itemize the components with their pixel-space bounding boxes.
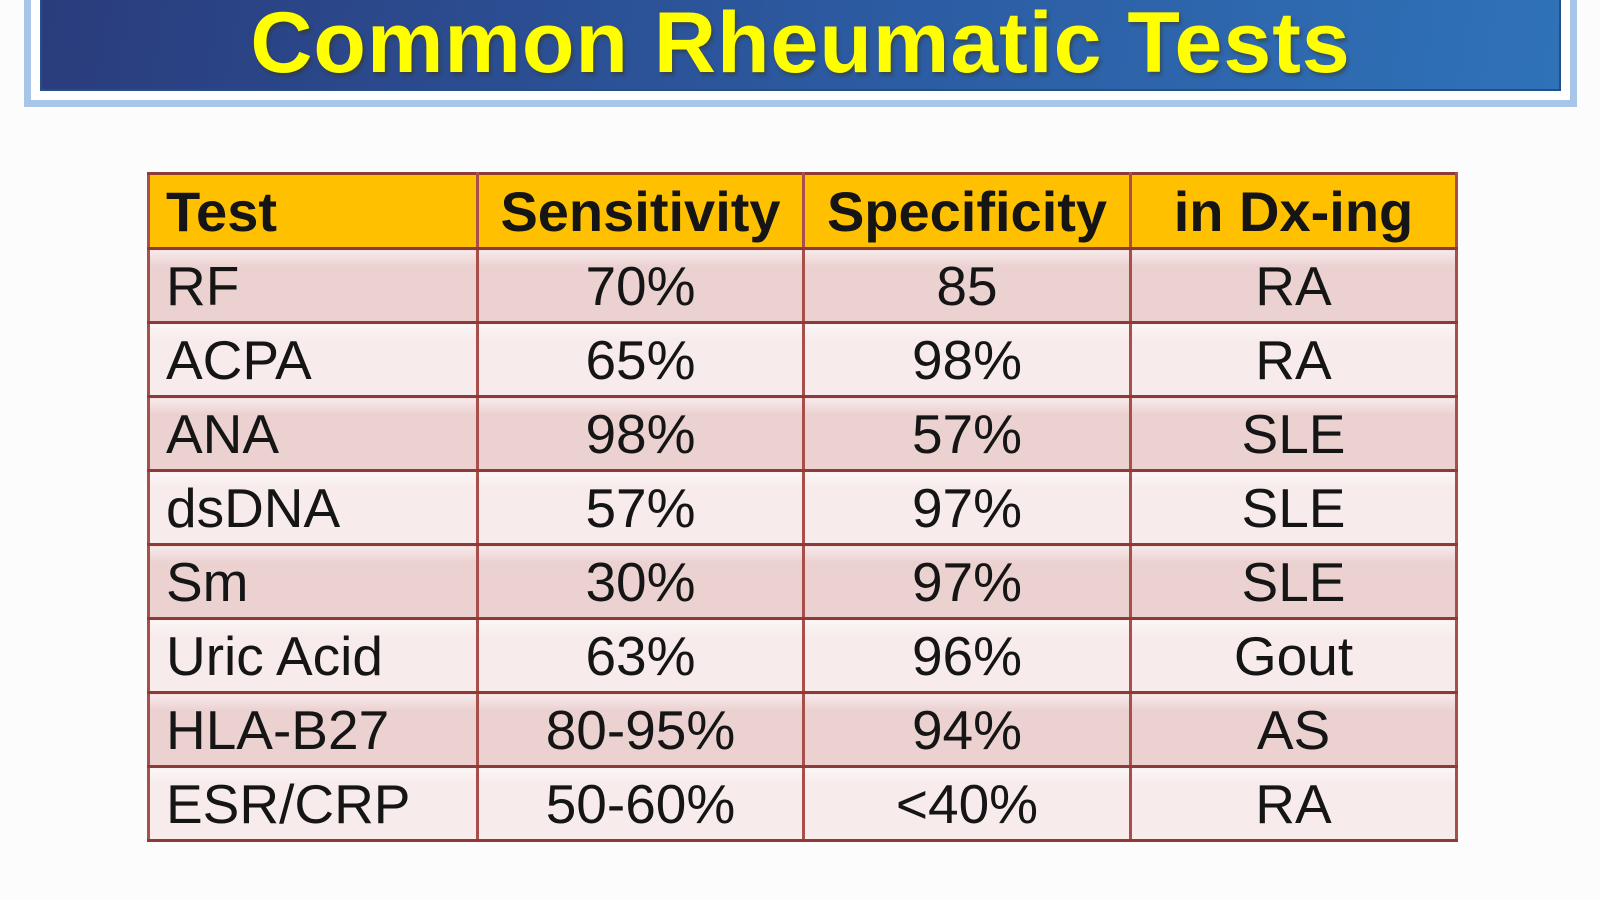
table-row-dsdna: dsDNA 57% 97% SLE: [147, 469, 1458, 546]
column-header-test: Test: [147, 172, 479, 250]
cell-test: ACPA: [147, 321, 479, 398]
cell-test: ESR/CRP: [147, 765, 479, 842]
cell-sensitivity: 70%: [476, 247, 805, 324]
cell-specificity: 94%: [802, 691, 1132, 768]
table-row-uric-acid: Uric Acid 63% 96% Gout: [147, 617, 1458, 694]
cell-dx: SLE: [1129, 469, 1458, 546]
column-header-dxing: in Dx-ing: [1129, 172, 1458, 250]
cell-test: HLA-B27: [147, 691, 479, 768]
table-row-acpa: ACPA 65% 98% RA: [147, 321, 1458, 398]
cell-sensitivity: 30%: [476, 543, 805, 620]
table-header-row: Test Sensitivity Specificity in Dx-ing: [147, 172, 1458, 250]
cell-dx: RA: [1129, 321, 1458, 398]
cell-specificity: 96%: [802, 617, 1132, 694]
cell-test: dsDNA: [147, 469, 479, 546]
cell-test: Uric Acid: [147, 617, 479, 694]
cell-test: ANA: [147, 395, 479, 472]
column-header-sensitivity: Sensitivity: [476, 172, 805, 250]
cell-specificity: <40%: [802, 765, 1132, 842]
cell-dx: SLE: [1129, 395, 1458, 472]
table-row-hla-b27: HLA-B27 80-95% 94% AS: [147, 691, 1458, 768]
slide-title: Common Rheumatic Tests: [250, 0, 1351, 91]
cell-sensitivity: 57%: [476, 469, 805, 546]
cell-sensitivity: 80-95%: [476, 691, 805, 768]
cell-sensitivity: 65%: [476, 321, 805, 398]
cell-sensitivity: 50-60%: [476, 765, 805, 842]
cell-specificity: 97%: [802, 543, 1132, 620]
table-row-esr-crp: ESR/CRP 50-60% <40% RA: [147, 765, 1458, 842]
cell-test: RF: [147, 247, 479, 324]
cell-dx: Gout: [1129, 617, 1458, 694]
title-banner-fill: Common Rheumatic Tests: [40, 0, 1561, 91]
cell-sensitivity: 98%: [476, 395, 805, 472]
column-header-specificity: Specificity: [802, 172, 1132, 250]
rheumatic-tests-table: Test Sensitivity Specificity in Dx-ing R…: [147, 172, 1458, 842]
cell-dx: SLE: [1129, 543, 1458, 620]
cell-dx: AS: [1129, 691, 1458, 768]
cell-specificity: 97%: [802, 469, 1132, 546]
table-row-rf: RF 70% 85 RA: [147, 247, 1458, 324]
cell-specificity: 57%: [802, 395, 1132, 472]
table-row-sm: Sm 30% 97% SLE: [147, 543, 1458, 620]
cell-specificity: 85: [802, 247, 1132, 324]
table-row-ana: ANA 98% 57% SLE: [147, 395, 1458, 472]
title-banner: Common Rheumatic Tests: [24, 0, 1577, 107]
cell-dx: RA: [1129, 247, 1458, 324]
cell-sensitivity: 63%: [476, 617, 805, 694]
cell-specificity: 98%: [802, 321, 1132, 398]
cell-test: Sm: [147, 543, 479, 620]
cell-dx: RA: [1129, 765, 1458, 842]
